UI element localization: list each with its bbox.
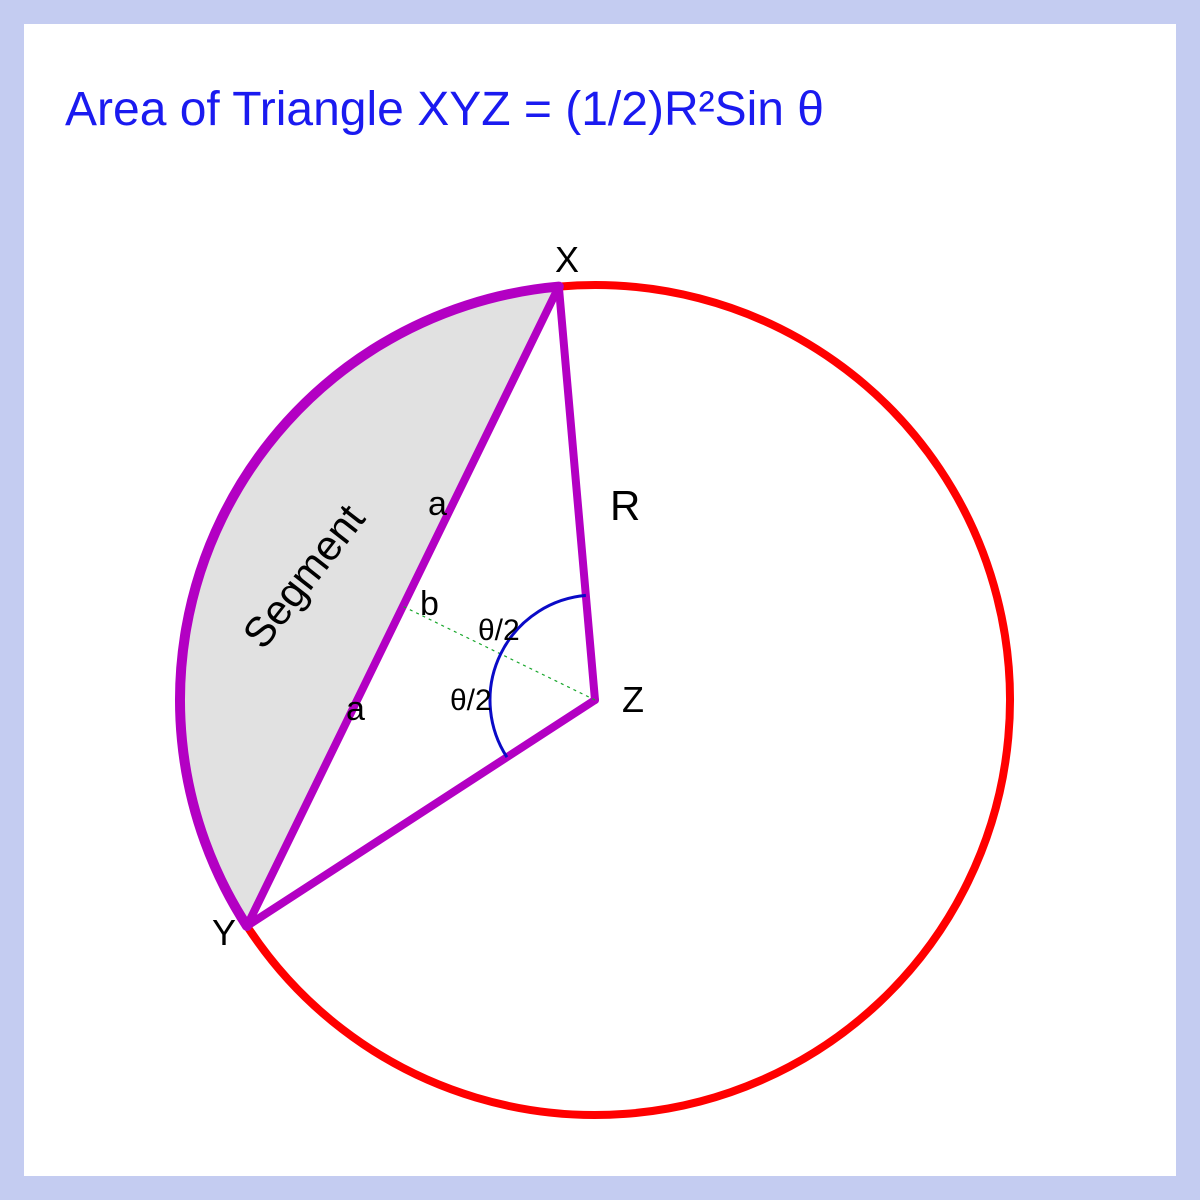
label-a_upper: a [428,485,447,523]
geometry-diagram: XYZRaabθ/2θ/2Segment [0,0,1200,1200]
diagram-frame: XYZRaabθ/2θ/2Segment Area of Triangle XY… [0,0,1200,1200]
label-theta_lower: θ/2 [450,684,492,717]
segment-region [180,287,559,926]
label-theta_upper: θ/2 [478,614,520,647]
radius-X [559,287,595,700]
label-X: X [555,239,579,280]
label-b: b [420,585,439,623]
label-a_lower: a [346,690,365,728]
page-title: Area of Triangle XYZ = (1/2)R²Sin θ [65,82,824,137]
label-R: R [610,482,640,529]
label-Z: Z [622,679,644,720]
label-Y: Y [212,912,236,953]
